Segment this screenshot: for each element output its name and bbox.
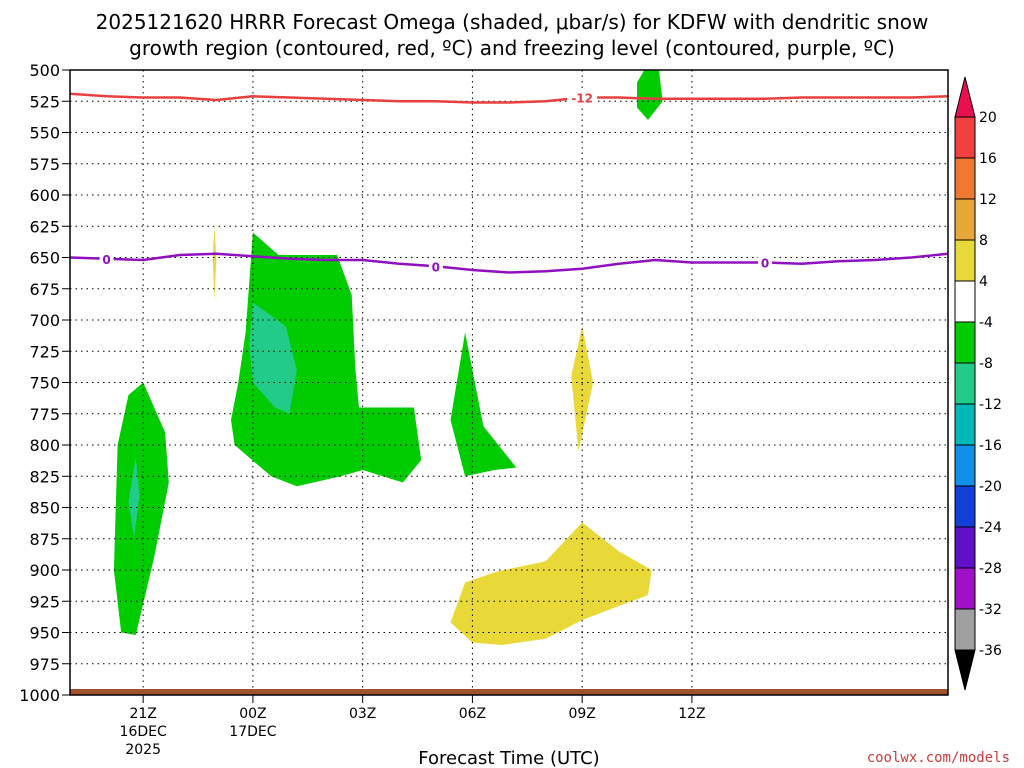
y-tick-label: 625	[29, 217, 60, 236]
x-tick-label: 09Z	[568, 706, 595, 722]
colorbar-tick-label: -12	[979, 397, 1002, 413]
credit-text: coolwx.com/models	[867, 750, 1010, 766]
x-tick-label: 00Z	[239, 706, 266, 722]
contour-label-bg	[567, 90, 598, 105]
colorbar-tick-label: -28	[979, 561, 1002, 577]
y-tick-label: 500	[29, 61, 60, 80]
x-axis-label: Forecast Time (UTC)	[418, 748, 599, 768]
contour-line-2	[70, 252, 948, 274]
contour-label: -12	[571, 92, 593, 106]
x-tick-label: 06Z	[459, 706, 486, 722]
colorbar-tick-label: 16	[979, 151, 997, 167]
colorbar-tick-label: -4	[979, 315, 993, 331]
grid-lines	[70, 70, 948, 695]
omega-region-4	[249, 302, 297, 414]
colorbar-segment	[954, 239, 976, 282]
omega-region-5	[450, 332, 517, 477]
y-tick-label: 875	[29, 530, 60, 549]
contour-line-1	[70, 92, 948, 104]
colorbar-tick-label: 12	[979, 192, 997, 208]
y-tick-label: 900	[29, 561, 60, 580]
y-axis-ticks: 500 525 550 575 600 625 650 675 700 725 750 775 800 8…	[19, 61, 70, 705]
y-tick-label: 850	[29, 499, 60, 518]
surface-band	[70, 689, 948, 695]
colorbar-tick-label: -24	[979, 520, 1002, 536]
y-tick-label: 950	[29, 624, 60, 643]
omega-region-3	[231, 232, 422, 487]
y-tick-label: 650	[29, 249, 60, 268]
x-tick-date: 16DEC	[120, 724, 167, 740]
colorbar-segment	[954, 444, 976, 487]
omega-region-9	[450, 522, 652, 645]
contour-label: 0	[432, 260, 440, 274]
x-tick-label: 12Z	[678, 706, 705, 722]
y-tick-label: 725	[29, 342, 60, 361]
omega-region-2	[128, 457, 140, 539]
contour-label-bg	[428, 259, 443, 274]
colorbar-tick-label: -16	[979, 438, 1002, 454]
y-tick-label: 975	[29, 655, 60, 674]
contour-label-bg	[99, 251, 114, 266]
surface-band-fill	[70, 689, 948, 695]
y-tick-label: 1000	[19, 686, 60, 705]
colorbar-segment	[954, 116, 976, 159]
y-tick-label: 525	[29, 92, 60, 111]
y-tick-label: 750	[29, 374, 60, 393]
y-tick-label: 775	[29, 405, 60, 424]
colorbar: 20 16 12 8 4 -4 -8 -12 -16 -20 -24 -28 -32 -36	[954, 76, 1002, 691]
contour-label-bg	[758, 255, 773, 270]
colorbar-tick-label: -20	[979, 479, 1002, 495]
y-tick-label: 925	[29, 592, 60, 611]
colorbar-segment	[954, 485, 976, 528]
omega-region-1	[113, 382, 169, 635]
y-tick-label: 825	[29, 467, 60, 486]
colorbar-tick-label: -32	[979, 602, 1002, 618]
omega-shaded-regions	[113, 70, 663, 645]
colorbar-tick-label: -36	[979, 643, 1002, 659]
colorbar-tick-label: 4	[979, 274, 988, 290]
contour-label: 0	[761, 257, 769, 271]
y-tick-label: 800	[29, 436, 60, 455]
colorbar-segment	[954, 526, 976, 569]
colorbar-top-arrow	[954, 76, 976, 118]
x-tick-label: 03Z	[349, 706, 376, 722]
chart-title-line-2: growth region (contoured, red, ºC) and f…	[129, 36, 895, 60]
y-tick-label: 700	[29, 311, 60, 330]
omega-region-7	[212, 226, 217, 302]
colorbar-tick-label: -8	[979, 356, 993, 372]
colorbar-segment	[954, 280, 976, 323]
y-tick-label: 600	[29, 186, 60, 205]
colorbar-tick-label: 8	[979, 233, 988, 249]
contour-lines: -12 0 0 0	[70, 90, 948, 274]
x-tick-label: 21Z	[129, 706, 156, 722]
colorbar-bottom-arrow	[954, 649, 976, 691]
colorbar-segment	[954, 567, 976, 610]
colorbar-segment	[954, 321, 976, 364]
omega-region-6	[637, 70, 663, 120]
colorbar-segment	[954, 608, 976, 651]
y-tick-label: 575	[29, 155, 60, 174]
colorbar-segment	[954, 403, 976, 446]
colorbar-segment	[954, 362, 976, 405]
omega-region-8	[571, 326, 594, 452]
colorbar-segment	[954, 198, 976, 241]
x-axis-ticks: 21Z 16DEC 2025 00Z 17DEC 03Z 06Z 09Z 12Z	[120, 695, 706, 758]
colorbar-tick-label: 20	[979, 110, 997, 126]
x-tick-year: 2025	[125, 742, 161, 758]
chart-title-line-1: 2025121620 HRRR Forecast Omega (shaded, …	[96, 10, 929, 34]
colorbar-segment	[954, 157, 976, 200]
x-tick-date: 17DEC	[229, 724, 276, 740]
y-tick-label: 675	[29, 280, 60, 299]
y-tick-label: 550	[29, 124, 60, 143]
contour-label: 0	[102, 253, 110, 267]
